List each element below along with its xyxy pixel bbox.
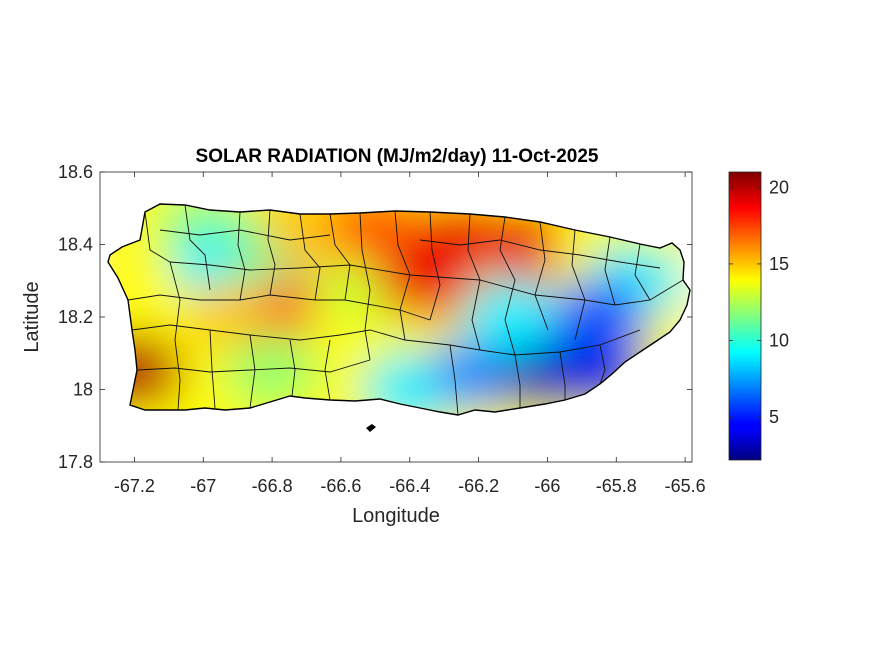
municipal-boundary-line	[449, 344, 459, 416]
y-tick-label: 18.4	[58, 235, 93, 255]
chart-title: SOLAR RADIATION (MJ/m2/day) 11-Oct-2025	[196, 146, 599, 167]
municipal-boundary-line	[209, 329, 216, 409]
x-tick-label: -67.2	[114, 476, 155, 496]
heat-cell	[551, 279, 648, 355]
x-tick-label: -66	[534, 476, 560, 496]
x-tick-label: -66.4	[389, 476, 430, 496]
heat-cell	[465, 279, 561, 355]
municipal-boundary-line	[571, 229, 586, 341]
municipal-boundary-line	[534, 221, 549, 331]
y-axis-label: Latitude	[21, 281, 43, 352]
municipal-boundary-line	[127, 294, 431, 321]
municipal-boundary-line	[159, 229, 331, 241]
municipal-boundary-line	[144, 211, 181, 301]
municipal-boundary-line	[604, 236, 616, 306]
y-axis: 17.8 18 18.2 18.4 18.6	[58, 162, 692, 472]
colorbar-tick-label: 20	[769, 177, 789, 197]
x-axis-label: Longitude	[352, 505, 440, 527]
municipal-boundary-line	[419, 239, 661, 269]
municipal-boundary-line	[299, 213, 321, 301]
heat-cell	[224, 333, 321, 410]
colorbar-gradient	[728, 171, 762, 461]
x-tick-label: -66.8	[252, 476, 293, 496]
caja-de-muertos-island	[366, 424, 376, 432]
municipal-boundary-line	[499, 216, 516, 356]
municipal-boundary-line	[359, 212, 371, 361]
municipal-boundary-line	[429, 211, 441, 321]
municipal-boundary-line	[136, 359, 371, 373]
municipal-boundary-line	[559, 351, 566, 400]
y-tick-label: 18.2	[58, 307, 93, 327]
colorbar: 5 10 15 20	[728, 171, 789, 461]
municipal-boundary-line	[184, 204, 211, 291]
municipal-boundaries	[127, 204, 684, 416]
municipal-boundary-line	[267, 209, 276, 296]
x-tick-label: -66.6	[320, 476, 361, 496]
x-tick-label: -65.8	[596, 476, 637, 496]
municipal-boundary-line	[599, 344, 606, 385]
x-tick-label: -66.2	[458, 476, 499, 496]
municipal-boundary-line	[634, 243, 651, 301]
municipal-boundary-line	[514, 354, 521, 408]
x-tick-label: -65.6	[665, 476, 706, 496]
colorbar-tick-label: 15	[769, 254, 789, 274]
colorbar-tick-label: 5	[769, 407, 779, 427]
municipal-boundary-line	[249, 334, 256, 409]
x-tick-label: -67	[190, 476, 216, 496]
municipal-boundary-line	[131, 324, 641, 356]
municipal-boundary-line	[237, 211, 246, 301]
colorbar-tick-label: 10	[769, 331, 789, 351]
municipal-boundary-line	[174, 299, 181, 411]
y-tick-label: 18.6	[58, 162, 93, 182]
colorbar-ticks: 5 10 15 20	[729, 177, 789, 427]
municipal-boundary-line	[169, 261, 684, 306]
y-tick-label: 17.8	[58, 452, 93, 472]
municipal-boundary-line	[289, 339, 296, 397]
plot-area: -67.2 -67 -66.8 -66.6 -66.4 -66.2 -66 -65.8 -65.…	[58, 162, 706, 496]
municipal-boundary-line	[324, 339, 331, 401]
municipal-boundary-line	[329, 213, 351, 301]
y-tick-label: 18	[73, 380, 93, 400]
x-axis: -67.2 -67 -66.8 -66.6 -66.4 -66.2 -66 -65.8 -65.…	[114, 172, 706, 496]
